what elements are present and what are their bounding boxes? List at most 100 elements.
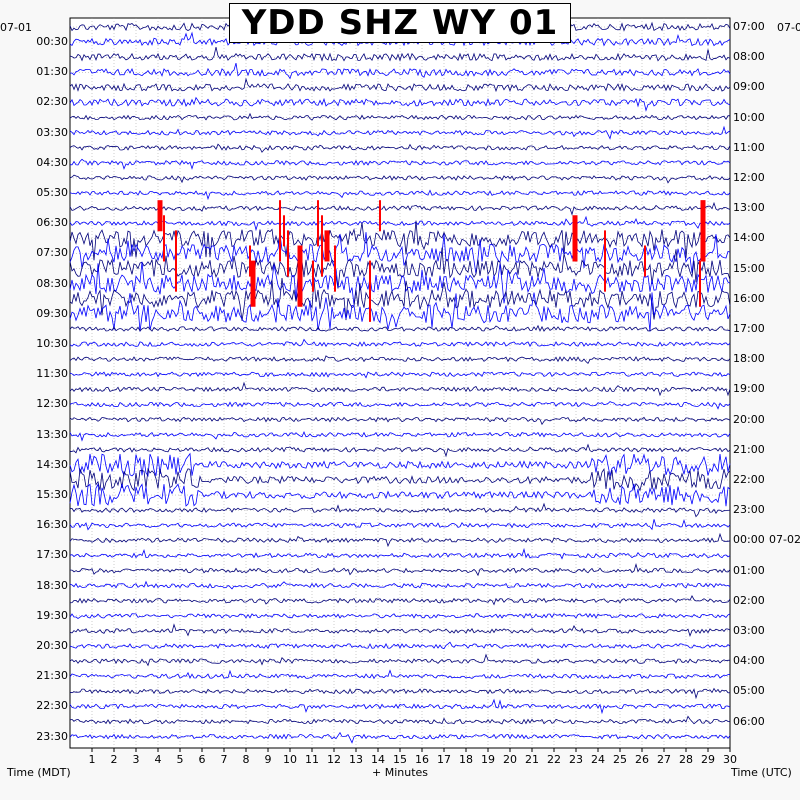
x-tick-label: 21 <box>525 753 539 766</box>
trace-row <box>69 613 731 619</box>
left-time-label: 21:30 <box>36 669 68 683</box>
left-time-label: 22:30 <box>36 699 68 713</box>
trace-row <box>69 247 731 289</box>
x-tick-label: 14 <box>371 753 385 766</box>
right-time-label: 21:00 <box>733 442 765 456</box>
right-time-label: 23:00 <box>733 503 765 517</box>
trace-row <box>69 731 731 744</box>
left-time-label: 15:30 <box>36 488 68 502</box>
left-time-label: 16:30 <box>36 518 68 532</box>
left-time-label: 00:30 <box>36 35 68 49</box>
trace-row <box>69 62 731 80</box>
x-tick-label: 3 <box>133 753 140 766</box>
trace-row <box>69 143 731 153</box>
right-time-label: 22:00 <box>733 472 765 486</box>
trace-row <box>69 467 731 492</box>
left-time-label: 23:30 <box>36 729 68 743</box>
right-time-label: 02:00 <box>733 593 765 607</box>
trace-row <box>69 201 731 216</box>
trace-row <box>69 371 731 379</box>
trace-row <box>69 669 731 680</box>
trace-row <box>69 324 731 332</box>
trace-row <box>69 443 731 458</box>
trace-row <box>69 158 731 170</box>
x-tick-label: 18 <box>459 753 473 766</box>
trace-row <box>69 261 731 305</box>
x-axis-label: + Minutes <box>372 766 429 779</box>
right-time-label: 06:00 <box>733 714 765 728</box>
left-time-label: 20:30 <box>36 639 68 653</box>
x-tick-label: 22 <box>547 753 561 766</box>
right-axis-label: Time (UTC) <box>731 766 792 779</box>
trace-row <box>69 430 731 442</box>
trace-row <box>69 653 731 667</box>
trace-row <box>69 381 731 397</box>
x-tick-label: 12 <box>327 753 341 766</box>
left-time-label: 07:30 <box>36 246 68 260</box>
trace-row <box>69 189 731 201</box>
trace-row <box>69 687 731 700</box>
x-tick-label: 8 <box>243 753 250 766</box>
x-tick-label: 20 <box>503 753 517 766</box>
left-time-label: 11:30 <box>36 367 68 381</box>
trace-row <box>69 452 731 477</box>
trace-row <box>70 562 731 577</box>
trace-row <box>69 483 731 507</box>
trace-row <box>69 125 731 140</box>
x-tick-label: 19 <box>481 753 495 766</box>
trace-row <box>69 547 731 560</box>
right-time-label: 18:00 <box>733 352 765 366</box>
x-axis-ticks: 1 2 3 4 5 6 7 8 9 10 11 12 13 14 15 16 17 18 19 20 21 22 23 24 2… <box>89 748 737 766</box>
right-time-label: 13:00 <box>733 201 765 215</box>
trace-row <box>69 580 731 590</box>
seismic-traces <box>69 19 731 744</box>
x-tick-label: 23 <box>569 753 583 766</box>
x-tick-label: 1 <box>89 753 96 766</box>
x-tick-label: 11 <box>305 753 319 766</box>
x-tick-label: 10 <box>283 753 297 766</box>
x-tick-label: 5 <box>177 753 184 766</box>
left-time-label: 17:30 <box>36 548 68 562</box>
left-time-label: 06:30 <box>36 216 68 230</box>
trace-row <box>69 96 731 112</box>
trace-row <box>69 623 731 638</box>
right-time-label: 16:00 <box>733 291 765 305</box>
x-tick-label: 26 <box>635 753 649 766</box>
trace-row <box>69 518 731 531</box>
trace-row <box>69 338 731 348</box>
trace-row <box>69 174 731 184</box>
right-time-label: 19:00 <box>733 382 765 396</box>
trace-row <box>69 641 731 650</box>
right-date-label: 07-0 <box>777 21 800 34</box>
left-time-label: 18:30 <box>36 578 68 592</box>
left-time-label: 01:30 <box>36 65 68 79</box>
x-tick-label: 7 <box>221 753 228 766</box>
x-tick-label: 6 <box>199 753 206 766</box>
x-tick-label: 27 <box>657 753 671 766</box>
trace-row <box>69 220 731 261</box>
trace-row <box>69 595 731 606</box>
right-time-label: 05:00 <box>733 684 765 698</box>
left-time-label: 03:30 <box>36 125 68 139</box>
left-time-label: 02:30 <box>36 95 68 109</box>
right-time-label: 12:00 <box>733 170 765 184</box>
trace-row <box>69 112 731 121</box>
x-tick-label: 4 <box>155 753 162 766</box>
x-tick-label: 13 <box>349 753 363 766</box>
plot-frame <box>69 17 731 749</box>
trace-row <box>69 232 731 275</box>
right-time-label: 08:00 <box>733 50 765 64</box>
left-time-label: 14:30 <box>36 457 68 471</box>
left-time-label: 13:30 <box>36 427 68 441</box>
left-time-label: 19:30 <box>36 608 68 622</box>
right-date-mid-label: 07-02 <box>769 533 800 547</box>
trace-row <box>69 502 731 518</box>
trace-row <box>69 715 731 725</box>
x-tick-label: 16 <box>415 753 429 766</box>
left-time-label: 08:30 <box>36 276 68 290</box>
x-tick-label: 30 <box>723 753 737 766</box>
right-time-label: 10:00 <box>733 110 765 124</box>
x-tick-label: 9 <box>265 753 272 766</box>
x-tick-label: 24 <box>591 753 605 766</box>
